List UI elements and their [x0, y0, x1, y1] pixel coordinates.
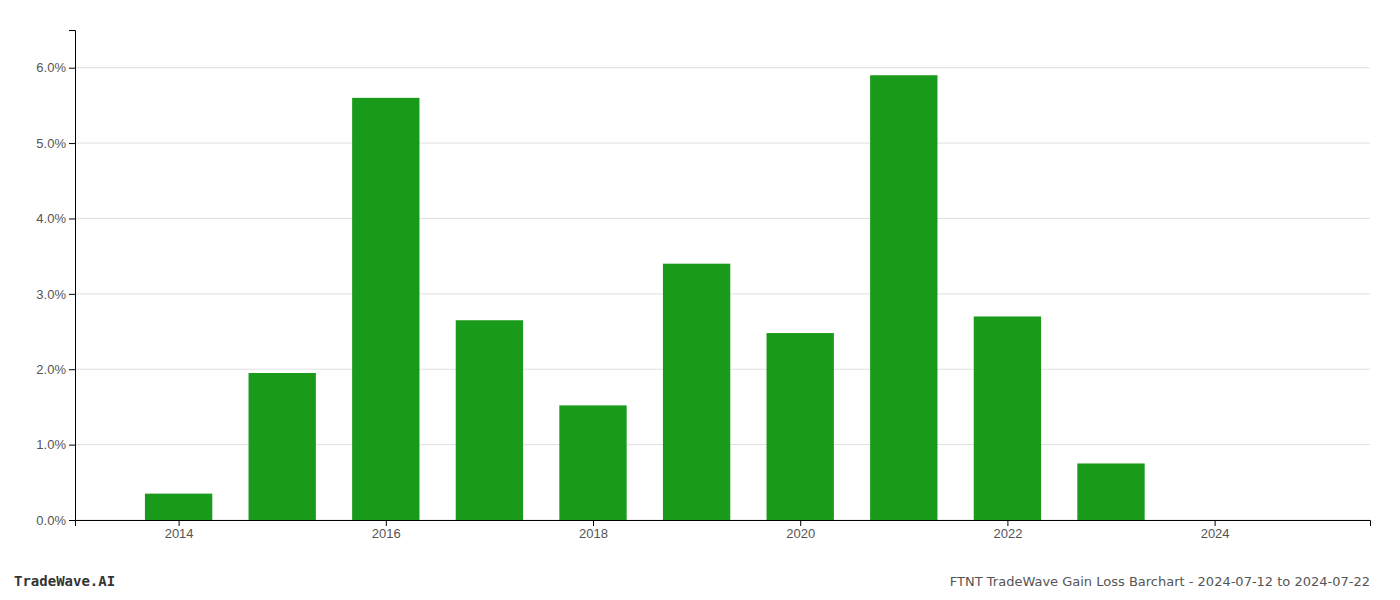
bar	[352, 98, 419, 520]
tick-label: 5.0%	[36, 136, 66, 151]
tick: 2016	[372, 520, 401, 541]
tick-mark	[69, 445, 75, 446]
tick-mark	[69, 369, 75, 370]
bar	[559, 405, 626, 520]
grid-line	[75, 143, 1370, 144]
bar	[767, 333, 834, 520]
bar	[1181, 520, 1248, 521]
tick-label: 0.0%	[36, 513, 66, 528]
tick: 2014	[165, 520, 194, 541]
tick-mark	[69, 520, 75, 521]
tick-mark	[69, 143, 75, 144]
tick-label: 2016	[372, 526, 401, 541]
tick-mark	[179, 520, 180, 526]
grid-line	[75, 67, 1370, 68]
axis-line	[76, 521, 1371, 527]
tick: 4.0%	[36, 211, 75, 226]
tick-label: 2018	[579, 526, 608, 541]
tick-label: 2014	[165, 526, 194, 541]
chart-svg: 2014 2016 2018 2020 2022 2024 0.0% 1.0% 2.0% 3.0%…	[0, 0, 1400, 600]
bar	[456, 320, 523, 520]
tick: 0.0%	[36, 513, 75, 528]
tick-label: 4.0%	[36, 211, 66, 226]
x-axis: 2014 2016 2018 2020 2022 2024	[76, 520, 1371, 541]
bar	[663, 264, 730, 520]
tick-label: 2024	[1201, 526, 1230, 541]
bar	[1077, 463, 1144, 520]
tick: 5.0%	[36, 136, 75, 151]
tick: 1.0%	[36, 437, 75, 452]
tick-mark	[386, 520, 387, 526]
bar	[249, 373, 316, 520]
tick-mark	[69, 68, 75, 69]
axis-line	[69, 31, 76, 521]
tick-label: 1.0%	[36, 437, 66, 452]
tick-mark	[593, 520, 594, 526]
bar	[974, 316, 1041, 520]
y-axis: 0.0% 1.0% 2.0% 3.0% 4.0% 5.0% 6.0%	[36, 31, 75, 528]
watermark: TradeWave.AI	[14, 573, 115, 589]
tick-label: 6.0%	[36, 60, 66, 75]
tick-label: 2022	[993, 526, 1022, 541]
title: FTNT TradeWave Gain Loss Barchart - 2024…	[950, 574, 1370, 589]
tick: 3.0%	[36, 287, 75, 302]
plot: 2014 2016 2018 2020 2022 2024 0.0% 1.0% 2.0% 3.0%…	[36, 31, 1370, 542]
tick: 6.0%	[36, 60, 75, 75]
tick-mark	[69, 218, 75, 219]
bar	[870, 75, 937, 520]
tick-label: 2.0%	[36, 362, 66, 377]
tick-label: 3.0%	[36, 287, 66, 302]
tick-mark	[1215, 520, 1216, 526]
tick: 2022	[993, 520, 1022, 541]
tick: 2.0%	[36, 362, 75, 377]
bars	[145, 75, 1145, 520]
tick: 2024	[1201, 520, 1230, 541]
tick-mark	[1007, 520, 1008, 526]
grid-line	[75, 218, 1370, 219]
tick-mark	[800, 520, 801, 526]
grid	[75, 68, 1370, 520]
bar	[145, 494, 212, 520]
tick: 2018	[579, 520, 608, 541]
tick-label: 2020	[786, 526, 815, 541]
tick: 2020	[786, 520, 815, 541]
tick-mark	[69, 294, 75, 295]
